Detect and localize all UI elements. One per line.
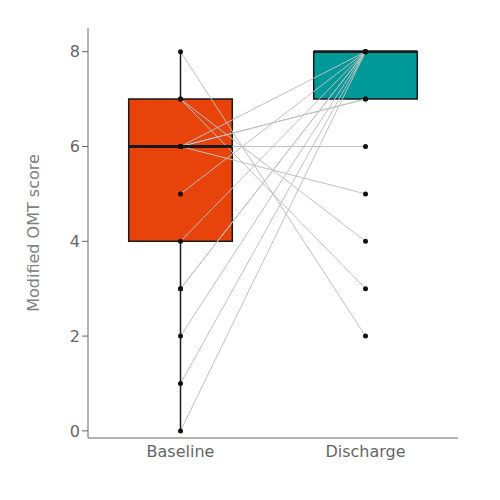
svg-text:Modified OMT score: Modified OMT score	[24, 154, 43, 312]
svg-text:4: 4	[70, 232, 80, 251]
svg-text:0: 0	[70, 422, 80, 441]
svg-text:8: 8	[70, 42, 80, 61]
svg-text:Baseline: Baseline	[147, 442, 215, 461]
svg-text:Discharge: Discharge	[325, 442, 405, 461]
svg-text:2: 2	[70, 327, 80, 346]
svg-text:6: 6	[70, 137, 80, 156]
